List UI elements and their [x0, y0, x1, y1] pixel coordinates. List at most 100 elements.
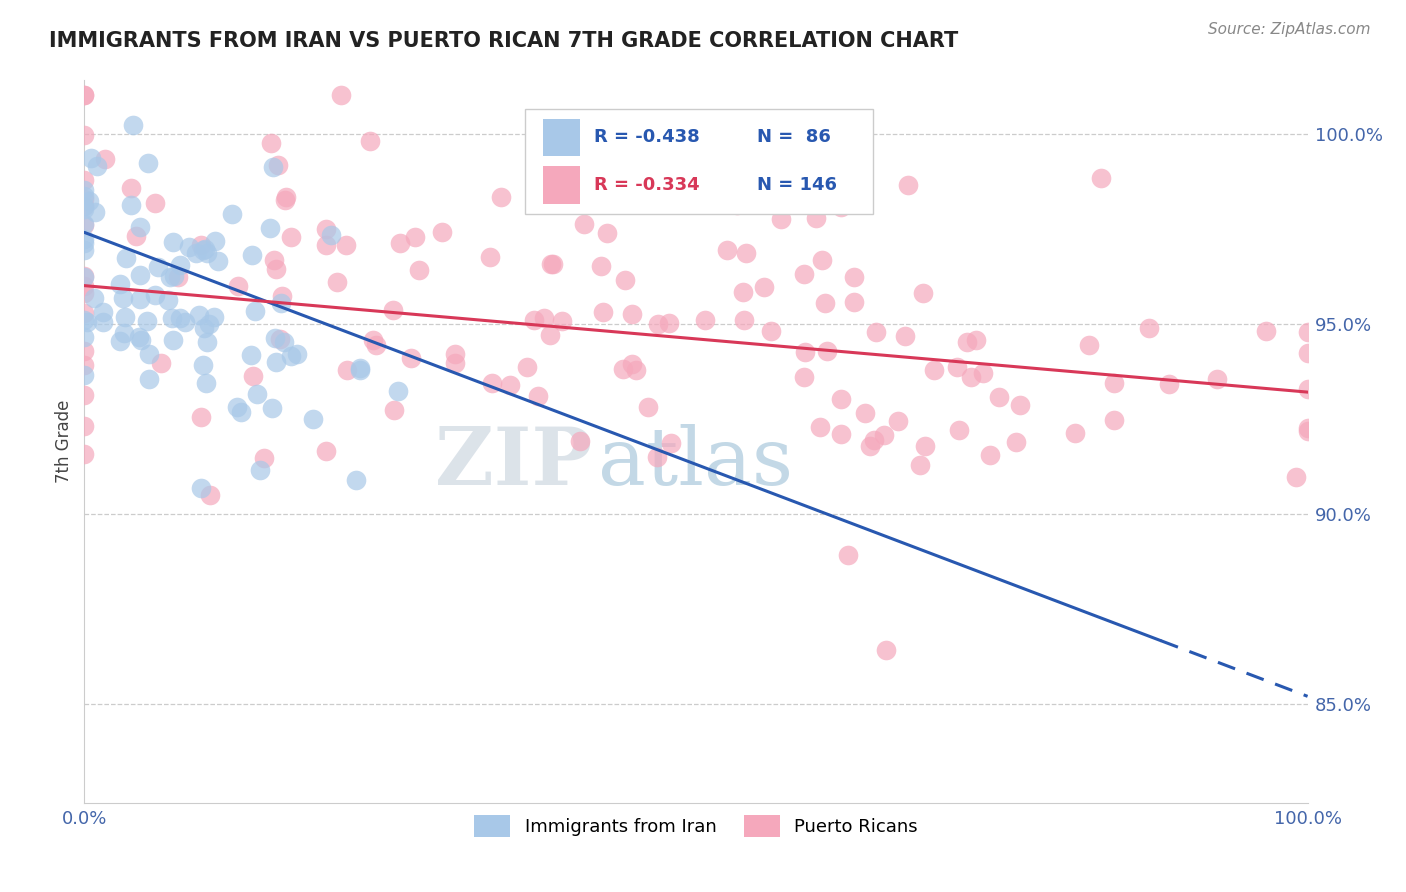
Point [73, 330, 96, 344]
Point [315, 444, 337, 458]
Point [195, 246, 218, 260]
Point [190, 410, 212, 425]
Point [349, 363, 371, 377]
Point [541, 258, 564, 272]
Point [754, 280, 776, 294]
Point [399, 351, 422, 366]
Point [225, 400, 247, 414]
Point [589, 259, 612, 273]
Point [262, 401, 284, 415]
Point [1296, 424, 1319, 438]
Point [169, 310, 191, 325]
Point [129, 220, 152, 235]
Point [138, 372, 160, 386]
Point [80, 151, 103, 165]
Point [830, 426, 852, 441]
Point [173, 315, 195, 329]
Point [285, 347, 308, 361]
Point [1137, 321, 1160, 335]
Point [946, 359, 969, 374]
Point [538, 328, 561, 343]
Point [120, 181, 142, 195]
Point [1296, 346, 1319, 360]
Point [897, 178, 920, 192]
Point [912, 285, 935, 300]
Point [245, 304, 267, 318]
Point [73, 88, 96, 103]
Point [830, 392, 852, 406]
Point [73, 268, 96, 283]
Point [875, 643, 897, 657]
Point [972, 367, 994, 381]
Point [249, 463, 271, 477]
Point [138, 347, 160, 361]
Point [716, 243, 738, 257]
Y-axis label: 7th Grade: 7th Grade [55, 400, 73, 483]
Point [499, 377, 522, 392]
Point [73, 198, 96, 212]
Point [240, 248, 263, 262]
Point [948, 423, 970, 437]
Point [844, 295, 866, 310]
Point [404, 230, 426, 244]
Point [865, 325, 887, 339]
Point [110, 277, 132, 292]
Point [136, 156, 159, 170]
Point [163, 269, 186, 284]
Point [146, 260, 169, 275]
Point [157, 293, 180, 307]
Point [873, 428, 896, 442]
Point [735, 246, 758, 260]
Point [73, 193, 96, 207]
Point [73, 343, 96, 358]
Point [523, 312, 546, 326]
Point [143, 196, 166, 211]
Text: N =  86: N = 86 [758, 128, 831, 146]
Point [955, 335, 977, 350]
Point [73, 270, 96, 285]
Text: ZIP: ZIP [434, 425, 592, 502]
FancyBboxPatch shape [543, 119, 579, 156]
Point [1205, 372, 1227, 386]
Point [83, 204, 105, 219]
Point [1104, 376, 1126, 391]
Point [274, 190, 297, 204]
Point [572, 217, 595, 231]
Point [194, 242, 217, 256]
Point [270, 296, 292, 310]
Point [195, 334, 218, 349]
Point [190, 481, 212, 495]
Legend: Immigrants from Iran, Puerto Ricans: Immigrants from Iran, Puerto Ricans [467, 808, 925, 845]
Point [191, 358, 214, 372]
Point [73, 447, 96, 461]
Point [73, 218, 96, 232]
Point [198, 488, 221, 502]
Point [596, 226, 619, 240]
Point [330, 88, 353, 103]
Point [273, 193, 295, 207]
Point [239, 348, 262, 362]
Point [86, 159, 108, 173]
Point [960, 370, 983, 384]
Point [262, 160, 284, 174]
Point [540, 257, 562, 271]
Point [269, 332, 291, 346]
Point [979, 448, 1001, 462]
Text: atlas: atlas [598, 425, 793, 502]
Point [387, 384, 409, 399]
Point [266, 158, 288, 172]
Point [73, 128, 96, 143]
Text: N = 146: N = 146 [758, 176, 837, 194]
Point [793, 370, 815, 384]
Point [794, 344, 817, 359]
Point [91, 315, 114, 329]
Point [335, 238, 357, 252]
Point [859, 439, 882, 453]
Point [136, 314, 159, 328]
Point [1004, 435, 1026, 450]
Point [273, 335, 295, 350]
Point [73, 88, 96, 103]
Point [260, 136, 283, 150]
Point [592, 304, 614, 318]
Point [73, 368, 96, 382]
